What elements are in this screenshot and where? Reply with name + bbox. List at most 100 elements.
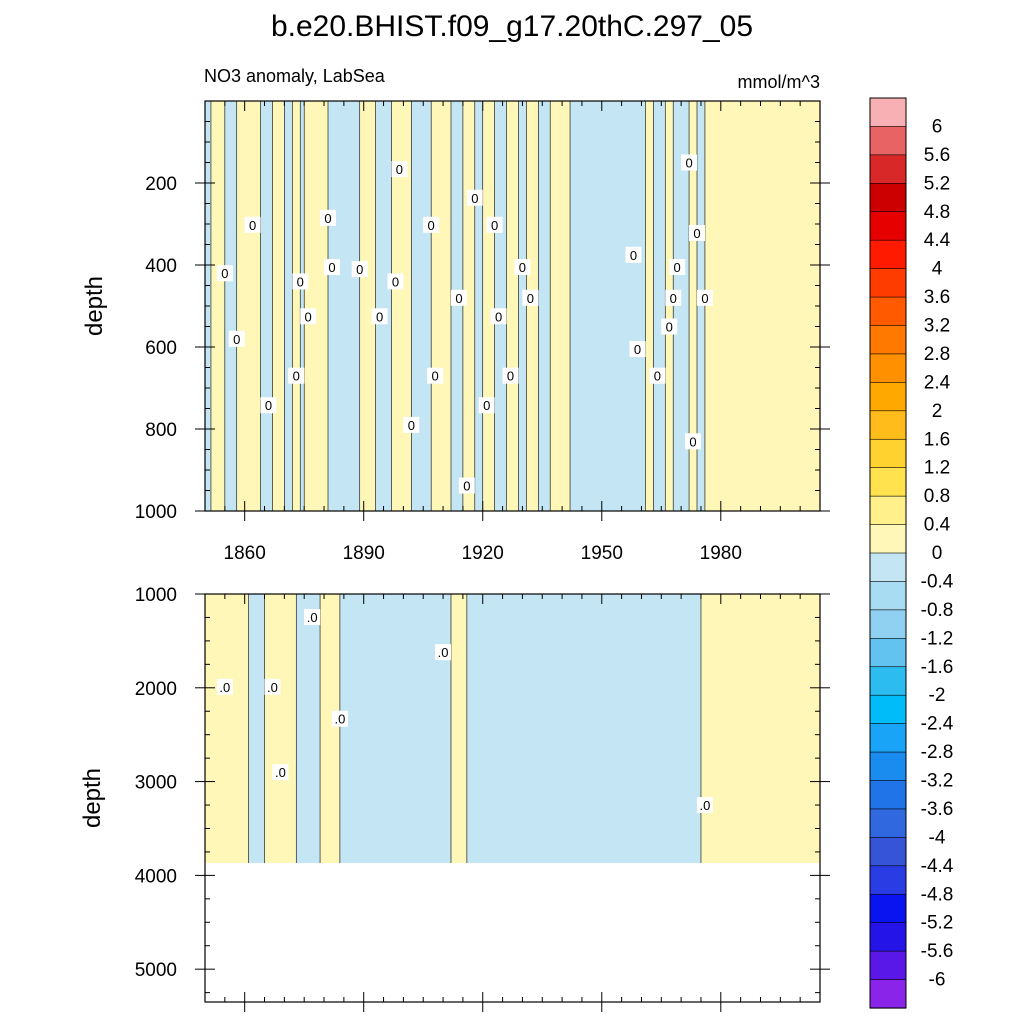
anomaly-column: [700, 594, 820, 864]
contour-label: 0: [216, 265, 233, 282]
colorbar-label: 4.8: [924, 202, 950, 223]
colorbar-box: [869, 211, 907, 241]
contour-label: 0: [260, 397, 277, 414]
colorbar-box: [869, 865, 907, 895]
anomaly-column: [296, 594, 321, 864]
anomaly-column: [248, 594, 265, 864]
anomaly-column: [339, 594, 451, 864]
colorbar-label: -5.2: [921, 913, 954, 934]
colorbar-label: -3.6: [921, 799, 954, 820]
contour-label: 0: [685, 433, 702, 450]
contour-label: .0: [272, 764, 289, 781]
colorbar-label: 4.4: [924, 230, 951, 251]
contour-label: 0: [466, 189, 483, 206]
svg-text:.0: .0: [275, 765, 286, 780]
svg-text:0: 0: [293, 369, 300, 384]
anomaly-column: [272, 101, 285, 511]
colorbar-label: 6: [932, 116, 943, 137]
colorbar-box: [869, 467, 907, 497]
anomaly-column: [538, 101, 551, 511]
svg-text:0: 0: [701, 291, 708, 306]
anomaly-column: [653, 101, 666, 511]
contour-label: 0: [292, 273, 309, 290]
anomaly-column: [689, 101, 697, 511]
contour-label: 0: [665, 289, 682, 306]
colorbar-label: -0.8: [921, 600, 954, 621]
lower-panel: .0 .0 .0 .0 .0 .0 .0 1000 2000 3000 4000 5000 dept…: [79, 585, 830, 1012]
anomaly-column: [264, 594, 297, 864]
colorbar-box: [869, 97, 907, 128]
colorbar-label: 2: [932, 401, 943, 422]
upper-y-axis-label: depth: [81, 276, 108, 336]
svg-text:0: 0: [249, 218, 256, 233]
svg-text:0: 0: [519, 260, 526, 275]
y-tick-label: 1000: [135, 502, 177, 523]
svg-text:0: 0: [376, 309, 383, 324]
svg-text:0: 0: [693, 226, 700, 241]
contour-label: 0: [371, 308, 388, 325]
svg-text:0: 0: [527, 291, 534, 306]
colorbar-label: -0.4: [921, 571, 954, 592]
colorbar-box: [869, 154, 907, 184]
contour-label: 0: [423, 216, 440, 233]
below-ocean-floor: [205, 863, 820, 1002]
svg-text:.0: .0: [334, 712, 345, 727]
colorbar-label: 5.2: [924, 173, 950, 194]
x-tick-label: 1860: [224, 543, 266, 564]
contour-label: 0: [403, 416, 420, 433]
svg-text:0: 0: [233, 332, 240, 347]
colorbar-box: [869, 751, 907, 782]
anomaly-column: [474, 101, 483, 511]
contour-label: .0: [304, 608, 321, 625]
colorbar-label: -2.8: [921, 742, 954, 763]
colorbar-label: -5.6: [921, 941, 954, 962]
anomaly-column: [375, 101, 392, 511]
colorbar-box: [869, 524, 907, 554]
panel-subtitle: NO3 anomaly, LabSea: [204, 66, 386, 86]
svg-text:.0: .0: [219, 680, 230, 695]
contour-label: .0: [264, 678, 281, 695]
svg-text:0: 0: [685, 156, 692, 171]
colorbar-box: [869, 694, 907, 725]
svg-text:.0: .0: [438, 645, 449, 660]
anomaly-column: [665, 101, 674, 511]
colorbar: 6 5.6 5.2 4.8 4.4 4 3.6 3.2 2.8 2.4 2 1.6 1.2 0.8 0.4 0…: [869, 97, 954, 1009]
contour-label: 0: [689, 225, 705, 242]
lower-y-axis-label: depth: [79, 768, 106, 828]
colorbar-box: [869, 552, 907, 583]
contour-label: 0: [458, 477, 475, 494]
anomaly-column: [451, 101, 463, 511]
anomaly-column: [205, 594, 249, 864]
colorbar-box: [869, 638, 907, 668]
contour-label: 0: [228, 330, 245, 347]
x-tick-label: 1980: [700, 543, 742, 564]
colorbar-box: [869, 183, 907, 213]
contour-label: .0: [696, 797, 713, 814]
anomaly-column: [518, 101, 527, 511]
contour-label: 0: [661, 318, 678, 335]
contour-label: .0: [435, 644, 452, 661]
contour-label: .0: [331, 710, 348, 727]
colorbar-label: -2: [929, 685, 946, 706]
anomaly-column: [570, 101, 646, 511]
colorbar-label: 2.4: [924, 372, 951, 393]
colorbar-box: [869, 609, 907, 639]
colorbar-box: [869, 950, 907, 981]
colorbar-label: 0.8: [924, 486, 950, 507]
contour-label: 0: [387, 273, 404, 290]
anomaly-column: [466, 594, 701, 864]
anomaly-column: [391, 101, 412, 511]
contour-label: 0: [514, 259, 531, 276]
colorbar-label: -3.2: [921, 771, 954, 792]
colorbar-label: -6: [929, 970, 946, 991]
contour-label: 0: [669, 259, 686, 276]
y-tick-label: 5000: [135, 960, 177, 981]
anomaly-column: [506, 101, 519, 511]
colorbar-box: [869, 922, 907, 952]
colorbar-box: [869, 239, 907, 270]
contour-label: 0: [427, 367, 444, 384]
colorbar-label: -4.8: [921, 884, 954, 905]
contour-label: 0: [450, 289, 467, 306]
colorbar-label: 2.8: [924, 344, 950, 365]
anomaly-column: [431, 101, 451, 511]
